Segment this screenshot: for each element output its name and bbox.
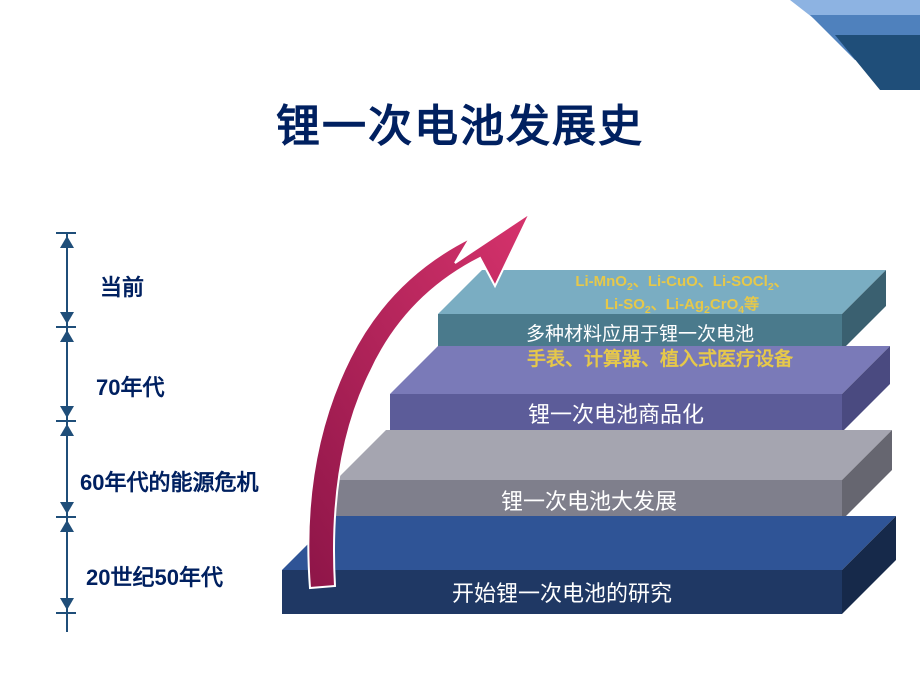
tick-mark (56, 326, 76, 328)
tick-mark (56, 420, 76, 422)
slide-title: 锂一次电池发展史 (0, 90, 920, 154)
era-label: 20世纪50年代 (86, 560, 223, 592)
corner-decoration (780, 0, 920, 90)
tick-arrow-down (60, 312, 74, 324)
tick-arrow-up (60, 330, 74, 342)
era-label: 70年代 (96, 370, 164, 402)
step-annotation: Li-MnO2、Li-CuO、Li-SOCl2、Li-SO2、Li-Ag2CrO… (490, 272, 874, 317)
era-label: 60年代的能源危机 (80, 465, 258, 497)
growth-arrow (280, 208, 540, 598)
tick-arrow-up (60, 520, 74, 532)
era-label: 当前 (100, 270, 144, 302)
tick-arrow-up (60, 424, 74, 436)
tick-mark (56, 516, 76, 518)
tick-arrow-up (60, 236, 74, 248)
tick-arrow-down (60, 406, 74, 418)
tick-mark (56, 232, 76, 234)
tick-mark (56, 612, 76, 614)
tick-arrow-down (60, 598, 74, 610)
tick-arrow-down (60, 502, 74, 514)
